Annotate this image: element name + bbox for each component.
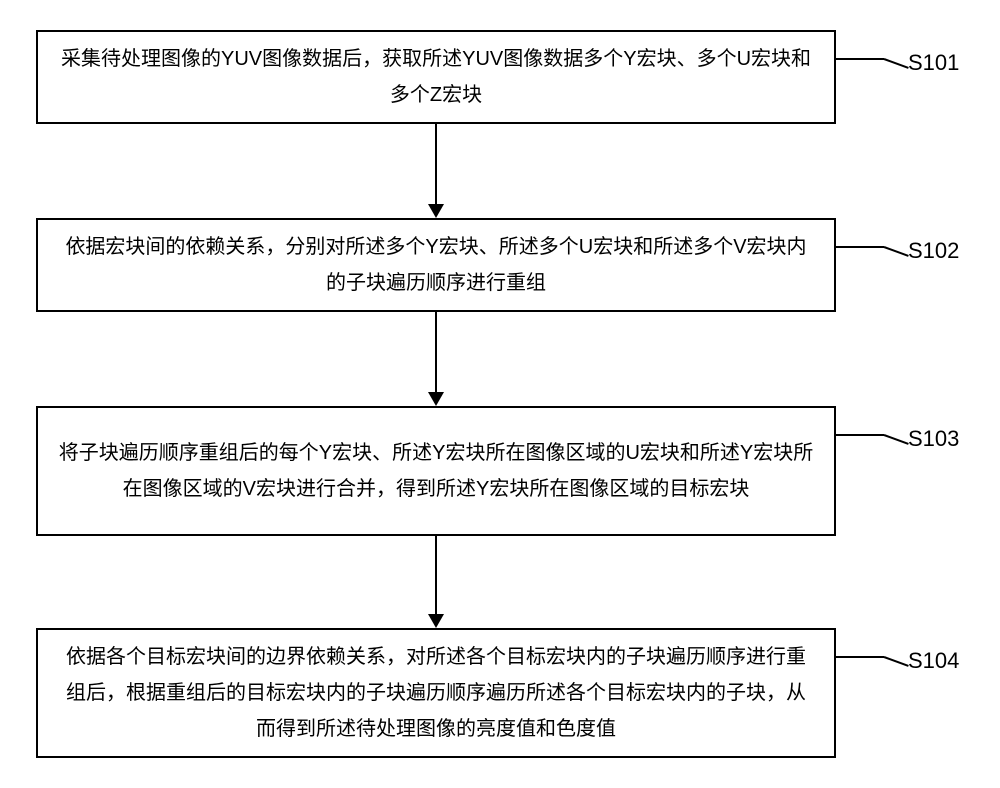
step-label-1-text: S101: [908, 50, 959, 75]
arrow-2-3-line: [435, 312, 437, 392]
leader-line-2h: [836, 246, 884, 248]
leader-line-4d: [884, 656, 909, 667]
arrow-1-2-line: [435, 124, 437, 204]
step-text-2: 依据宏块间的依赖关系，分别对所述多个Y宏块、所述多个U宏块和所述多个V宏块内的子…: [58, 229, 814, 301]
step-label-3-text: S103: [908, 426, 959, 451]
step-text-3: 将子块遍历顺序重组后的每个Y宏块、所述Y宏块所在图像区域的U宏块和所述Y宏块所在…: [58, 435, 814, 507]
arrow-3-4-line: [435, 536, 437, 614]
step-text-1: 采集待处理图像的YUV图像数据后，获取所述YUV图像数据多个Y宏块、多个U宏块和…: [58, 41, 814, 113]
step-label-1: S101: [908, 50, 959, 76]
step-label-3: S103: [908, 426, 959, 452]
step-label-4-text: S104: [908, 648, 959, 673]
step-box-2: 依据宏块间的依赖关系，分别对所述多个Y宏块、所述多个U宏块和所述多个V宏块内的子…: [36, 218, 836, 312]
step-text-4: 依据各个目标宏块间的边界依赖关系，对所述各个目标宏块内的子块遍历顺序进行重组后，…: [58, 639, 814, 747]
leader-line-3d: [884, 434, 909, 445]
leader-line-1h: [836, 58, 884, 60]
step-box-1: 采集待处理图像的YUV图像数据后，获取所述YUV图像数据多个Y宏块、多个U宏块和…: [36, 30, 836, 124]
leader-line-3h: [836, 434, 884, 436]
leader-line-2d: [884, 246, 909, 257]
arrow-1-2-head: [428, 204, 444, 218]
step-box-3: 将子块遍历顺序重组后的每个Y宏块、所述Y宏块所在图像区域的U宏块和所述Y宏块所在…: [36, 406, 836, 536]
step-label-2-text: S102: [908, 238, 959, 263]
step-box-4: 依据各个目标宏块间的边界依赖关系，对所述各个目标宏块内的子块遍历顺序进行重组后，…: [36, 628, 836, 758]
leader-line-1d: [884, 58, 909, 69]
leader-line-4h: [836, 656, 884, 658]
arrow-3-4-head: [428, 614, 444, 628]
arrow-2-3-head: [428, 392, 444, 406]
flowchart-canvas: 采集待处理图像的YUV图像数据后，获取所述YUV图像数据多个Y宏块、多个U宏块和…: [0, 0, 1000, 788]
step-label-2: S102: [908, 238, 959, 264]
step-label-4: S104: [908, 648, 959, 674]
